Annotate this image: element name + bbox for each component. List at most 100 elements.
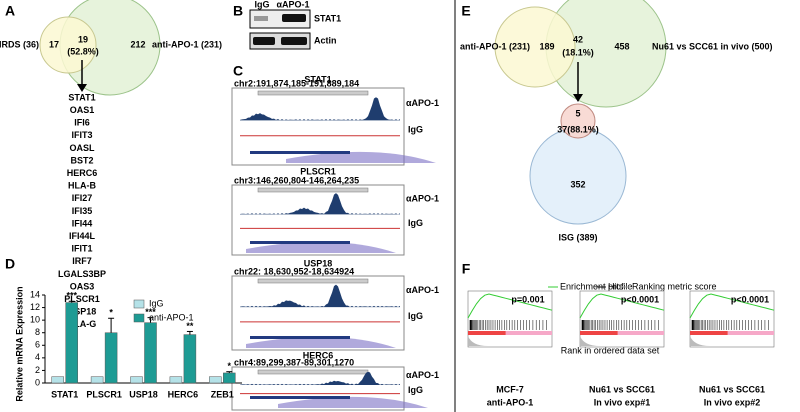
track-label: IgG bbox=[408, 311, 423, 321]
band bbox=[282, 14, 306, 22]
bar bbox=[209, 376, 222, 384]
enrichment-profile bbox=[689, 293, 775, 319]
enrichment-profile bbox=[579, 293, 665, 319]
label: 17 bbox=[49, 39, 59, 49]
band bbox=[254, 16, 268, 21]
legend-label: IgG bbox=[149, 298, 164, 308]
gene-name: IFIT1 bbox=[71, 244, 92, 254]
exon-row bbox=[250, 336, 350, 339]
rank-bar bbox=[727, 331, 774, 335]
y-tick-label: 6 bbox=[35, 340, 40, 350]
coords: chr4:89,299,387-89,301,1270 bbox=[234, 357, 354, 367]
caption: anti-APO-1 bbox=[487, 397, 534, 407]
gene-name: OAS3 bbox=[70, 281, 95, 291]
label: 212 bbox=[130, 39, 145, 49]
label: 37(88.1%) bbox=[557, 124, 599, 134]
panel-letter: E bbox=[461, 3, 470, 19]
band bbox=[253, 37, 275, 45]
gene-name: HLA-B bbox=[68, 181, 96, 191]
bar bbox=[90, 376, 104, 384]
label: 5 bbox=[575, 108, 580, 118]
p-value: p<0.0001 bbox=[621, 294, 659, 304]
gene-name: IFI44L bbox=[69, 231, 96, 241]
gene-name: STAT1 bbox=[68, 92, 95, 102]
label: (18.1%) bbox=[562, 47, 594, 57]
track-title: PLSCR1 bbox=[300, 166, 336, 176]
panel-letter: D bbox=[5, 256, 15, 272]
label: (52.8%) bbox=[67, 46, 99, 56]
gene-model bbox=[278, 396, 428, 408]
arrow-head bbox=[573, 94, 583, 102]
venn-circle bbox=[529, 127, 627, 225]
rank-bar bbox=[580, 331, 618, 335]
exon-row bbox=[250, 396, 350, 399]
gene-name: PLSCR1 bbox=[64, 294, 100, 304]
gene-model bbox=[246, 241, 396, 253]
gene-name: HERC6 bbox=[67, 168, 98, 178]
legend-label: Ranking metric score bbox=[632, 281, 717, 291]
track-label: αAPO-1 bbox=[406, 193, 439, 203]
significance: *** bbox=[145, 307, 156, 317]
gene-name: LGALS3BP bbox=[58, 269, 106, 279]
gene-model bbox=[286, 151, 436, 163]
x-tick-label: HERC6 bbox=[168, 389, 199, 399]
caption: Nu61 vs SCC61 bbox=[589, 384, 655, 394]
bar bbox=[223, 372, 236, 384]
label: 19 bbox=[78, 34, 88, 44]
track-label: IgG bbox=[408, 385, 423, 395]
coords: chr3:146,260,804-146,264,235 bbox=[234, 175, 359, 185]
ranking-metric bbox=[580, 336, 664, 346]
chip-track bbox=[240, 97, 400, 121]
caption: In vivo exp#2 bbox=[704, 397, 761, 407]
caption: In vivo exp#1 bbox=[594, 397, 651, 407]
x-tick-label: STAT1 bbox=[51, 389, 78, 399]
band bbox=[281, 37, 307, 45]
venn-circle bbox=[494, 6, 576, 88]
p-value: p=0.001 bbox=[511, 294, 544, 304]
label: 189 bbox=[539, 41, 554, 51]
label: 352 bbox=[570, 179, 585, 189]
legend-swatch bbox=[133, 299, 145, 309]
gene-name: IFI27 bbox=[72, 193, 93, 203]
label: IRDS (36) bbox=[0, 39, 39, 49]
panel-letter: F bbox=[462, 261, 471, 277]
track-label: αAPO-1 bbox=[406, 370, 439, 380]
gsea-frame bbox=[467, 290, 553, 348]
y-tick-label: 14 bbox=[30, 289, 40, 299]
gsea-frame bbox=[579, 290, 665, 348]
y-axis-label: Relative mRNA Expression bbox=[14, 286, 24, 401]
bar bbox=[65, 302, 78, 384]
track-label: IgG bbox=[408, 125, 423, 135]
label: STAT1 bbox=[314, 13, 341, 23]
p-value: p<0.0001 bbox=[731, 294, 769, 304]
arrow-head bbox=[77, 84, 87, 92]
significance: * bbox=[228, 361, 232, 371]
track-title: STAT1 bbox=[304, 74, 331, 84]
caption: Nu61 vs SCC61 bbox=[699, 384, 765, 394]
label: Actin bbox=[314, 35, 337, 45]
chip-track bbox=[240, 371, 400, 386]
rank-bar bbox=[468, 331, 506, 335]
y-tick-label: 8 bbox=[35, 327, 40, 337]
bar bbox=[51, 376, 64, 384]
bar bbox=[130, 376, 143, 384]
ideogram bbox=[257, 90, 369, 96]
gene-model bbox=[246, 336, 396, 348]
label: anti-APO-1 (231) bbox=[460, 41, 530, 51]
gene-name: IFI6 bbox=[74, 118, 90, 128]
exon-row bbox=[250, 151, 350, 154]
significance: * bbox=[109, 308, 113, 318]
rank-bar bbox=[690, 331, 728, 335]
ranking-metric bbox=[468, 336, 552, 346]
legend-label: anti-APO-1 bbox=[149, 312, 194, 322]
label: anti-APO-1 (231) bbox=[152, 39, 222, 49]
enrichment-profile bbox=[467, 293, 553, 319]
caption: MCF-7 bbox=[496, 384, 524, 394]
panel-letter: A bbox=[5, 3, 15, 19]
gene-name: OAS1 bbox=[70, 105, 95, 115]
legend-label: Hits bbox=[608, 281, 624, 291]
x-tick-label: PLSCR1 bbox=[86, 389, 122, 399]
gene-name: IFI44 bbox=[72, 218, 93, 228]
gene-name: IFIT3 bbox=[71, 130, 92, 140]
